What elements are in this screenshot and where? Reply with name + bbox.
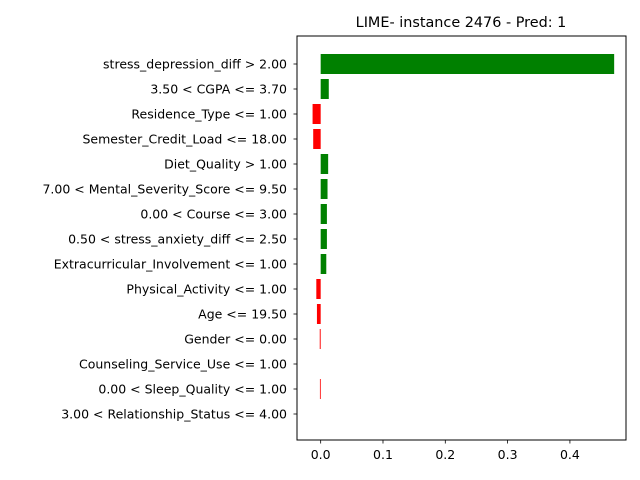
bar-6 — [320, 204, 327, 224]
y-tick-label: 7.00 < Mental_Severity_Score <= 9.50 — [42, 182, 287, 197]
bar-3 — [313, 129, 321, 149]
bar-1 — [320, 79, 329, 99]
chart-title: LIME- instance 2476 - Pred: 1 — [356, 15, 567, 31]
bar-9 — [316, 279, 321, 299]
x-tick-label: 0.4 — [560, 447, 580, 462]
x-tick-label: 0.2 — [435, 447, 455, 462]
y-tick-label: stress_depression_diff > 2.00 — [103, 57, 287, 72]
bar-5 — [320, 179, 328, 199]
axes-frame — [296, 35, 627, 441]
bar-8 — [320, 254, 327, 274]
y-tick-label: 3.00 < Relationship_Status <= 4.00 — [61, 407, 287, 422]
bar-0 — [320, 54, 615, 74]
y-tick-label: Age <= 19.50 — [198, 307, 287, 322]
bar-11 — [319, 329, 321, 349]
x-tick-label: 0.1 — [373, 447, 393, 462]
y-tick-label: Semester_Credit_Load <= 18.00 — [83, 132, 288, 147]
y-tick-label: 0.50 < stress_anxiety_diff <= 2.50 — [68, 232, 287, 247]
bar-2 — [312, 104, 321, 124]
bars-group — [312, 54, 615, 399]
y-tick-label: 0.00 < Sleep_Quality <= 1.00 — [98, 382, 287, 397]
bar-13 — [319, 379, 321, 399]
y-tick-label: Diet_Quality > 1.00 — [164, 157, 287, 172]
y-tick-label: 3.50 < CGPA <= 3.70 — [150, 82, 287, 97]
y-tick-label: Counseling_Service_Use <= 1.00 — [79, 357, 287, 372]
y-tick-label: Residence_Type <= 1.00 — [131, 107, 287, 122]
y-tick-label: Extracurricular_Involvement <= 1.00 — [54, 257, 287, 272]
bar-4 — [320, 154, 329, 174]
y-tick-label: Gender <= 0.00 — [184, 332, 287, 347]
x-tick-label: 0.0 — [311, 447, 331, 462]
y-tick-labels: stress_depression_diff > 2.00 3.50 < CGPA… — [42, 57, 297, 422]
y-tick-label: 0.00 < Course <= 3.00 — [140, 207, 287, 222]
bar-7 — [320, 229, 327, 249]
bar-10 — [316, 304, 321, 324]
y-tick-label: Physical_Activity <= 1.00 — [126, 282, 287, 297]
x-tick-label: 0.3 — [498, 447, 518, 462]
x-ticks: 0.0 0.1 0.2 0.3 0.4 — [311, 440, 580, 462]
